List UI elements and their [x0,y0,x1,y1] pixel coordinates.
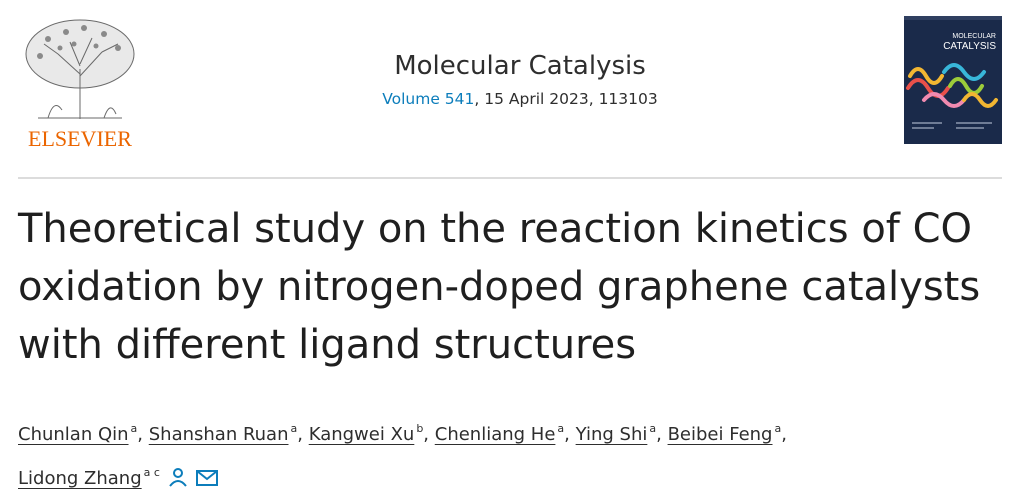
journal-title[interactable]: Molecular Catalysis [394,51,646,81]
author-item[interactable]: Lidong Zhang a c [18,466,160,489]
article-title: Theoretical study on the reaction kineti… [18,206,981,368]
elsevier-logo[interactable]: ELSEVIER [18,14,142,151]
author-item[interactable]: Chenliang He a, [434,422,576,445]
author-item[interactable]: Kangwei Xu b, [308,422,435,445]
volume-link[interactable]: Volume 541 [382,90,475,108]
header-divider [18,177,1002,179]
person-icon[interactable] [168,463,188,501]
cover-title-line1: MOLECULAR [952,33,996,40]
journal-header: Molecular Catalysis Volume 541, 15 April… [300,48,740,108]
author-item[interactable]: Chunlan Qin a, [18,422,149,445]
journal-issue-info: Volume 541, 15 April 2023, 113103 [300,90,740,108]
issue-date-article-number: , 15 April 2023, 113103 [474,90,658,108]
author-list: Chunlan Qin a, Shanshan Ruan a, Kangwei Xu… [18,410,1008,501]
envelope-icon[interactable] [195,463,218,501]
cover-title-line2: CATALYSIS [943,41,996,52]
elsevier-tree-icon [25,19,135,119]
journal-cover-thumbnail[interactable]: MOLECULAR CATALYSIS [904,16,1002,144]
author-item[interactable]: Beibei Feng a, [667,422,787,445]
elsevier-wordmark: ELSEVIER [28,126,132,151]
author-item[interactable]: Shanshan Ruan a, [148,422,309,445]
author-item[interactable]: Ying Shi a, [575,422,668,445]
